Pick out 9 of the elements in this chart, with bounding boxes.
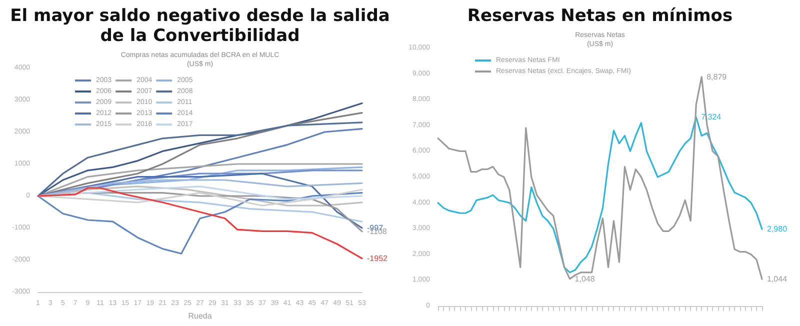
data-label: 7,324 (701, 112, 722, 122)
data-label: 1,044 (767, 274, 788, 284)
chart-title: Reservas Netas en mínimos (466, 5, 734, 26)
x-axis-title: Rueda (188, 311, 212, 320)
data-label: 1,048 (574, 274, 596, 284)
chart-title: El mayor saldo negativo desde la salida de la Convertibilidad (9, 5, 391, 46)
data-label: -1952 (367, 254, 388, 263)
data-label: 8,879 (706, 72, 728, 82)
data-label: 2,980 (767, 224, 788, 234)
